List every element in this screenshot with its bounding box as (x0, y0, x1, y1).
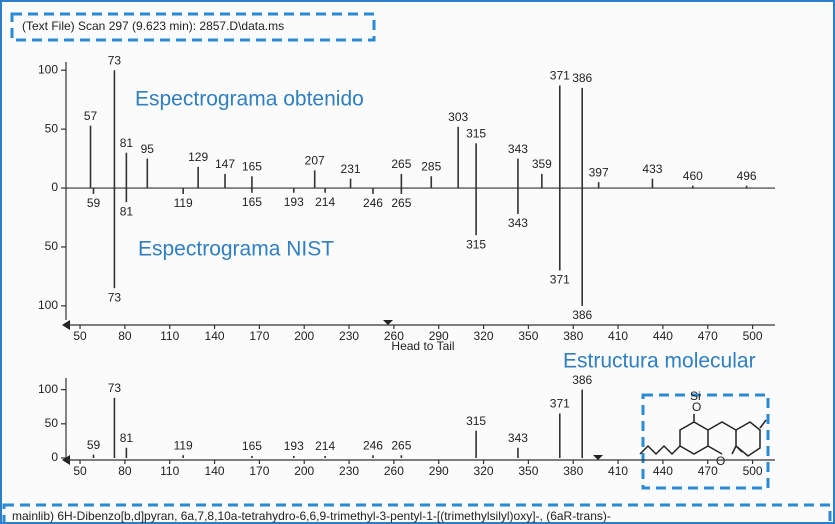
x-tick-label: 80 (118, 329, 132, 343)
x-tick-label: 230 (339, 329, 359, 343)
x-tick-label: 260 (384, 464, 404, 478)
peak-label: 165 (242, 195, 262, 209)
y-tick-label: 100 (38, 62, 58, 76)
x-tick-label: 50 (73, 464, 87, 478)
peak-label: 315 (466, 126, 486, 140)
x-tick-label: 350 (518, 464, 538, 478)
peak-label: 129 (188, 150, 208, 164)
peak-label: 285 (421, 159, 441, 173)
x-tick-label: 80 (118, 464, 132, 478)
peak-label: 265 (391, 196, 411, 210)
y-tick-label: 100 (38, 382, 58, 396)
peak-label: 165 (242, 439, 262, 453)
background (0, 0, 835, 524)
peak-label: 165 (242, 159, 262, 173)
x-tick-label: 170 (249, 464, 269, 478)
structure-title: Estructura molecular (563, 350, 756, 373)
caption: mainlib) 6H-Dibenzo[b,d]pyran, 6a,7,8,10… (12, 509, 611, 523)
x-tick-label: 470 (698, 329, 718, 343)
x-tick-label: 380 (563, 464, 583, 478)
series-label: Espectrograma NIST (138, 238, 334, 261)
peak-label: 343 (508, 216, 528, 230)
atom: Si (690, 389, 701, 403)
peak-label: 265 (391, 438, 411, 452)
y-tick-label: 0 (51, 450, 58, 464)
x-tick-label: 410 (608, 464, 628, 478)
peak-label: 207 (305, 154, 325, 168)
x-tick-label: 290 (429, 464, 449, 478)
y-tick-label: 100 (38, 298, 58, 312)
peak-label: 119 (174, 196, 193, 210)
x-tick-label: 230 (339, 464, 359, 478)
x-tick-label: 320 (474, 329, 494, 343)
peak-label: 246 (363, 438, 383, 452)
y-tick-label: 50 (45, 239, 59, 253)
peak-label: 386 (572, 373, 592, 387)
peak-label: 81 (120, 204, 134, 218)
x-tick-label: 350 (518, 329, 538, 343)
peak-label: 386 (572, 71, 592, 85)
peak-label: 81 (120, 136, 134, 150)
peak-label: 359 (532, 157, 552, 171)
peak-label: 214 (315, 195, 335, 209)
peak-label: 147 (215, 157, 235, 171)
peak-label: 433 (642, 162, 662, 176)
peak-label: 73 (108, 290, 122, 304)
peak-label: 73 (108, 53, 122, 67)
peak-label: 95 (141, 142, 155, 156)
x-tick-label: 290 (429, 329, 449, 343)
peak-label: 371 (550, 273, 570, 287)
x-tick-label: 170 (249, 329, 269, 343)
peak-label: 81 (120, 431, 134, 445)
x-tick-label: 110 (160, 329, 179, 343)
peak-label: 460 (683, 169, 703, 183)
x-tick-label: 500 (743, 464, 763, 478)
peak-label: 343 (508, 431, 528, 445)
x-tick-label: 440 (653, 464, 673, 478)
peak-label: 246 (363, 196, 383, 210)
peak-label: 57 (84, 109, 98, 123)
peak-label: 214 (315, 439, 335, 453)
x-tick-label: 410 (608, 329, 628, 343)
peak-label: 231 (341, 162, 361, 176)
peak-label: 119 (174, 438, 193, 452)
x-tick-label: 320 (474, 464, 494, 478)
peak-label: 371 (550, 69, 570, 83)
x-tick-label: 470 (698, 464, 718, 478)
peak-label: 193 (284, 439, 304, 453)
x-tick-label: 200 (294, 464, 314, 478)
peak-label: 371 (550, 397, 570, 411)
x-tick-label: 380 (563, 329, 583, 343)
x-tick-label: 140 (205, 464, 225, 478)
peak-label: 265 (391, 157, 411, 171)
x-tick-label: 500 (743, 329, 763, 343)
y-tick-label: 0 (51, 180, 58, 194)
peak-label: 386 (572, 308, 592, 322)
peak-label: 59 (87, 196, 101, 210)
x-tick-label: 260 (384, 329, 404, 343)
series-label: Espectrograma obtenido (135, 88, 364, 111)
peak-label: 73 (108, 381, 122, 395)
peak-label: 496 (737, 169, 757, 183)
peak-label: 59 (87, 438, 101, 452)
peak-label: 397 (589, 165, 609, 179)
peak-label: 315 (466, 414, 486, 428)
x-tick-label: 140 (205, 329, 225, 343)
peak-label: 193 (284, 195, 304, 209)
peak-label: 315 (466, 237, 486, 251)
y-tick-label: 50 (45, 121, 59, 135)
peak-label: 303 (448, 110, 468, 124)
spectrum-figure: (Text File) Scan 297 (9.623 min): 2857.D… (0, 0, 835, 524)
x-tick-label: 440 (653, 329, 673, 343)
header-title: (Text File) Scan 297 (9.623 min): 2857.D… (22, 19, 284, 33)
x-tick-label: 200 (294, 329, 314, 343)
x-tick-label: 50 (73, 329, 87, 343)
y-tick-label: 50 (45, 416, 59, 430)
peak-label: 343 (508, 142, 528, 156)
x-tick-label: 110 (160, 464, 179, 478)
